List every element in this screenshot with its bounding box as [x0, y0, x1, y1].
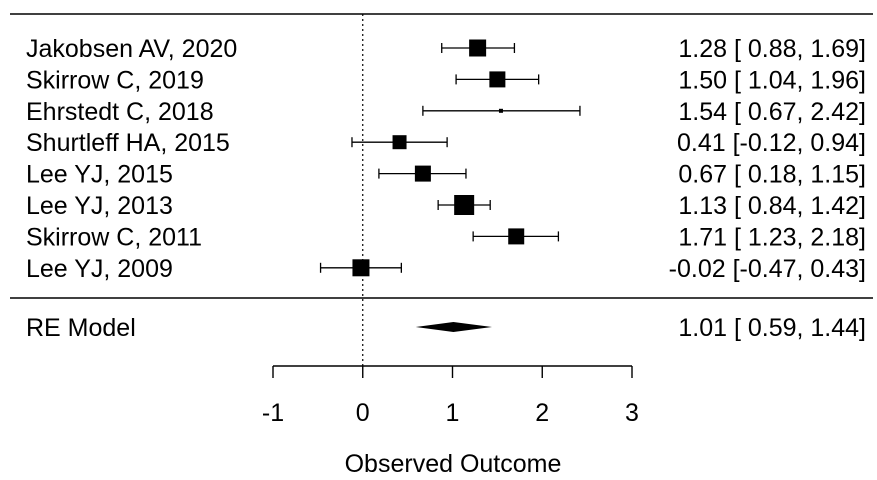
study-ci-text: 1.13 [ 0.84, 1.42]	[678, 192, 866, 220]
study-ci-text: 1.71 [ 1.23, 2.18]	[678, 223, 866, 251]
study-label: Jakobsen AV, 2020	[26, 35, 237, 63]
study-ci-text: 1.28 [ 0.88, 1.69]	[678, 35, 866, 63]
summary-label: RE Model	[26, 314, 136, 342]
study-label: Ehrstedt C, 2018	[26, 98, 214, 126]
study-point	[508, 228, 525, 245]
study-point	[469, 39, 487, 57]
study-label: Lee YJ, 2009	[26, 255, 173, 283]
study-point	[454, 195, 475, 215]
study-ci-text: 1.50 [ 1.04, 1.96]	[678, 66, 866, 94]
study-label: Skirrow C, 2011	[26, 223, 202, 251]
study-ci-text: 0.41 [-0.12, 0.94]	[677, 129, 866, 157]
summary-diamond	[415, 322, 492, 332]
study-ci-text: -0.02 [-0.47, 0.43]	[669, 255, 866, 283]
x-tick-label: 3	[625, 399, 639, 427]
study-ci-text: 0.67 [ 0.18, 1.15]	[678, 161, 866, 189]
study-label: Lee YJ, 2015	[26, 161, 173, 189]
x-tick-label: -1	[262, 399, 284, 427]
study-point	[489, 71, 506, 88]
study-label: Skirrow C, 2019	[26, 66, 204, 94]
x-axis-label: Observed Outcome	[345, 450, 562, 478]
summary-ci-text: 1.01 [ 0.59, 1.44]	[678, 314, 866, 342]
x-tick-label: 1	[446, 399, 460, 427]
study-point	[414, 165, 431, 182]
study-label: Lee YJ, 2013	[26, 192, 173, 220]
x-tick-label: 0	[356, 399, 370, 427]
study-label: Shurtleff HA, 2015	[26, 129, 230, 157]
study-point	[498, 108, 503, 113]
x-tick-label: 2	[535, 399, 549, 427]
study-point	[392, 135, 407, 150]
study-point	[352, 259, 370, 277]
study-ci-text: 1.54 [ 0.67, 2.42]	[678, 98, 866, 126]
